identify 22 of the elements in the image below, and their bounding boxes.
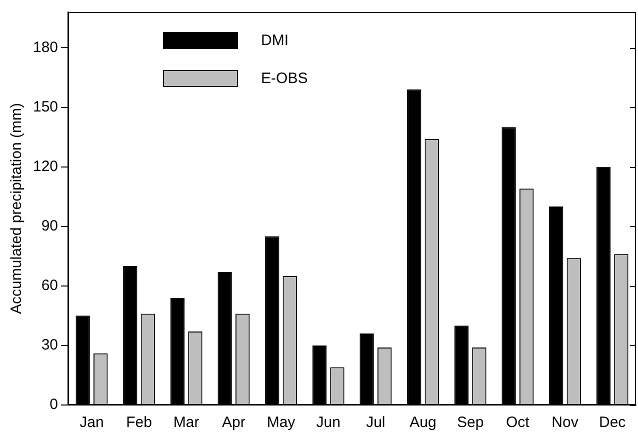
y-tick-label: 150 (32, 98, 58, 116)
y-axis-title: Accumulated precipitation (mm) (8, 103, 26, 314)
x-tick-label: Nov (552, 414, 579, 432)
y-tick-label: 30 (41, 336, 58, 354)
legend-label: DMI (261, 32, 289, 50)
x-tick-label: Jun (316, 414, 340, 432)
x-tick-label: Aug (410, 414, 436, 432)
x-tick-label: Feb (126, 414, 152, 432)
x-tick-label: Jul (366, 414, 386, 432)
x-tick-label: Jan (80, 414, 104, 432)
x-tick-label: Oct (506, 414, 530, 432)
y-tick-label: 120 (32, 158, 58, 175)
x-tick-label: May (266, 414, 296, 432)
y-tick-label: 90 (41, 218, 58, 235)
y-tick-label: 180 (32, 38, 58, 56)
x-tick-label: Apr (222, 414, 246, 432)
y-tick-label: 60 (41, 277, 58, 294)
y-tick-label: 0 (50, 396, 58, 414)
x-tick-label: Mar (173, 414, 200, 432)
x-tick-label: Dec (598, 414, 626, 432)
x-tick-label: Sep (456, 414, 484, 432)
legend-label: E-OBS (261, 70, 308, 88)
